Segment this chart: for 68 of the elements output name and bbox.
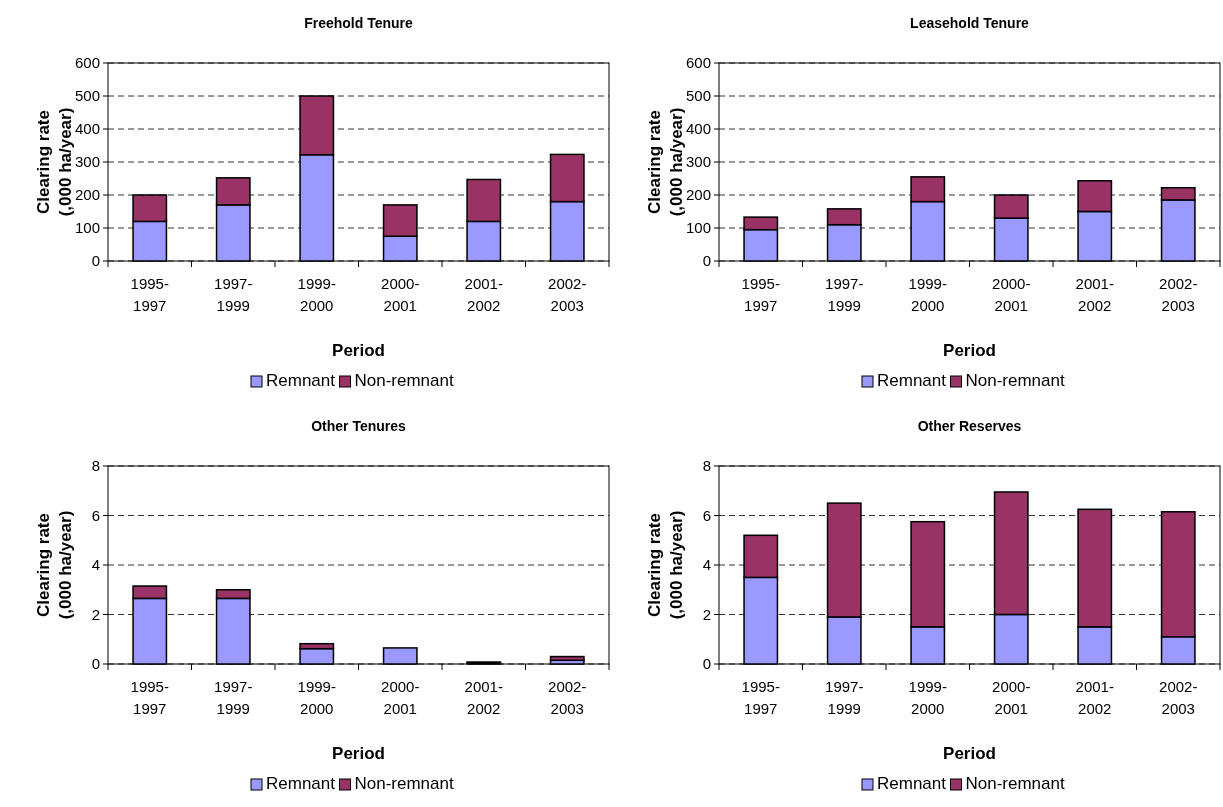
legend-label: Non-remnant bbox=[354, 371, 454, 390]
x-tick-label: 2002-2003 bbox=[1159, 678, 1198, 717]
y-tick-label: 6 bbox=[91, 506, 100, 524]
y-tick-label: 6 bbox=[702, 506, 711, 524]
y-tick-label: 0 bbox=[91, 252, 100, 270]
x-tick-label: 2001-2002 bbox=[1075, 275, 1114, 314]
chart-title: Other Reserves bbox=[917, 418, 1022, 434]
y-tick-label: 600 bbox=[74, 54, 100, 72]
y-tick-label: 300 bbox=[74, 153, 100, 171]
x-tick-label: 2000-2001 bbox=[381, 678, 420, 717]
legend-label: Remnant bbox=[877, 371, 947, 390]
y-tick-label: 500 bbox=[74, 87, 100, 105]
x-tick-label: 2002-2003 bbox=[1159, 275, 1198, 314]
x-tick-label: 1997-1999 bbox=[825, 678, 864, 717]
x-tick-label: 1999-2000 bbox=[908, 275, 947, 314]
x-tick-label: 2000-2001 bbox=[992, 678, 1031, 717]
y-tick-label: 4 bbox=[91, 556, 100, 574]
y-tick-label: 8 bbox=[702, 457, 711, 475]
y-tick-label: 500 bbox=[685, 87, 711, 105]
x-tick-label: 1999-2000 bbox=[297, 678, 336, 717]
y-tick-label: 2 bbox=[91, 605, 100, 623]
legend-label: Remnant bbox=[266, 371, 336, 390]
y-tick-label: 0 bbox=[702, 655, 711, 673]
x-tick-label: 2001-2002 bbox=[1075, 678, 1114, 717]
y-axis-title: Clearing rate (,000 ha/year) bbox=[645, 107, 686, 217]
x-axis-title: Period bbox=[332, 341, 385, 360]
x-tick-label: 1995-1997 bbox=[741, 678, 780, 717]
y-tick-label: 100 bbox=[74, 219, 100, 237]
x-tick-label: 2001-2002 bbox=[464, 678, 503, 717]
y-tick-label: 200 bbox=[685, 186, 711, 204]
x-tick-label: 1995-1997 bbox=[130, 275, 169, 314]
legend-label: Non-remnant bbox=[965, 774, 1065, 793]
y-tick-label: 0 bbox=[702, 252, 711, 270]
x-tick-label: 1997-1999 bbox=[825, 275, 864, 314]
chart-title: Leasehold Tenure bbox=[910, 15, 1030, 31]
legend-label: Remnant bbox=[266, 774, 336, 793]
x-axis-title: Period bbox=[943, 341, 996, 360]
y-axis-title: Clearing rate (,000 ha/year) bbox=[645, 510, 686, 620]
x-tick-label: 1995-1997 bbox=[741, 275, 780, 314]
chart-title: Freehold Tenure bbox=[304, 15, 414, 31]
y-tick-label: 400 bbox=[74, 120, 100, 138]
y-tick-label: 8 bbox=[91, 457, 100, 475]
x-tick-label: 1997-1999 bbox=[214, 275, 253, 314]
y-axis-title: Clearing rate (,000 ha/year) bbox=[34, 107, 75, 217]
y-tick-label: 600 bbox=[685, 54, 711, 72]
x-axis-title: Period bbox=[943, 744, 996, 763]
y-tick-label: 300 bbox=[685, 153, 711, 171]
x-tick-label: 2002-2003 bbox=[548, 678, 587, 717]
x-axis-title: Period bbox=[332, 744, 385, 763]
y-tick-label: 4 bbox=[702, 556, 711, 574]
legend-label: Remnant bbox=[877, 774, 947, 793]
legend-label: Non-remnant bbox=[965, 371, 1065, 390]
x-tick-label: 1999-2000 bbox=[908, 678, 947, 717]
y-tick-label: 0 bbox=[91, 655, 100, 673]
chart-title: Other Tenures bbox=[311, 418, 407, 434]
x-tick-label: 2000-2001 bbox=[992, 275, 1031, 314]
x-tick-label: 2001-2002 bbox=[464, 275, 503, 314]
x-tick-label: 1995-1997 bbox=[130, 678, 169, 717]
y-tick-label: 100 bbox=[685, 219, 711, 237]
y-tick-label: 200 bbox=[74, 186, 100, 204]
y-tick-label: 400 bbox=[685, 120, 711, 138]
x-tick-label: 1999-2000 bbox=[297, 275, 336, 314]
x-tick-label: 2002-2003 bbox=[548, 275, 587, 314]
y-tick-label: 2 bbox=[702, 605, 711, 623]
x-tick-label: 1997-1999 bbox=[214, 678, 253, 717]
x-tick-label: 2000-2001 bbox=[381, 275, 420, 314]
legend-label: Non-remnant bbox=[354, 774, 454, 793]
y-axis-title: Clearing rate (,000 ha/year) bbox=[34, 510, 75, 620]
